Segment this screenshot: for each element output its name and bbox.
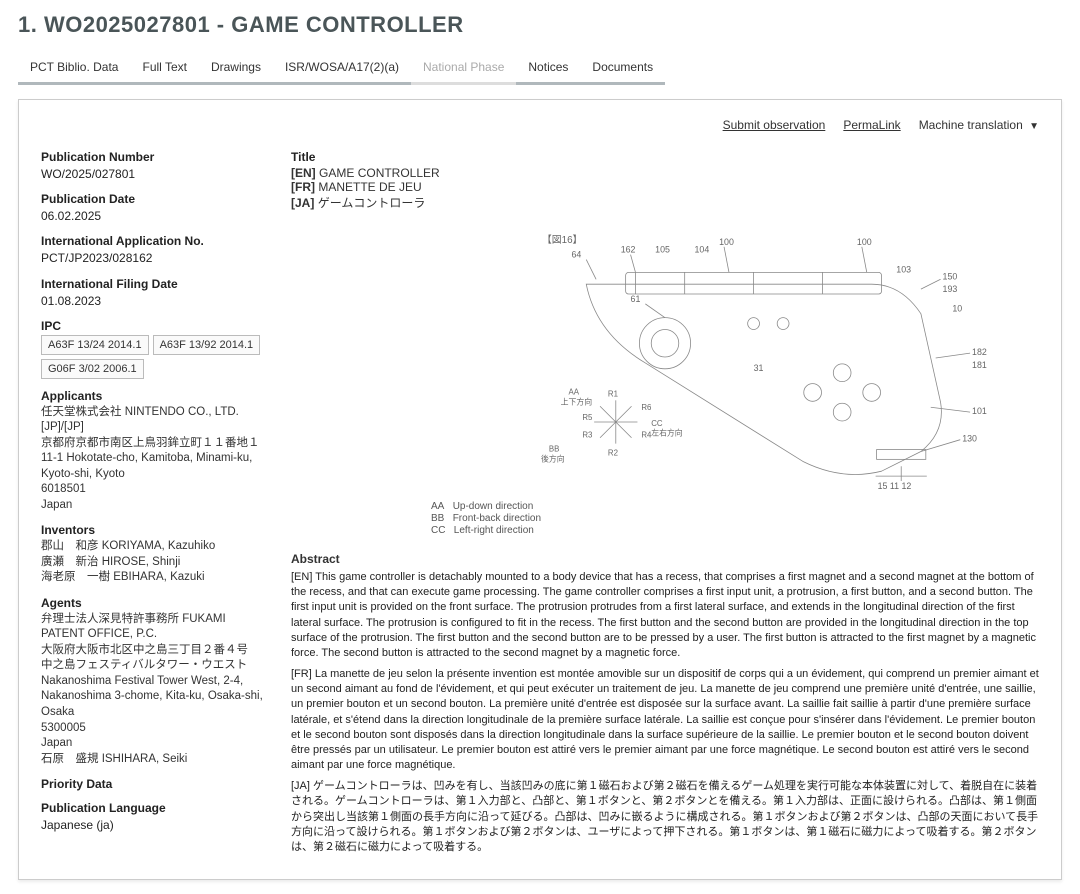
- agents-label: Agents: [41, 596, 267, 610]
- svg-text:182: 182: [972, 347, 987, 357]
- pub-no-value: WO/2025/027801: [41, 166, 267, 182]
- publang-value: Japanese (ja): [41, 817, 267, 833]
- fig-label: 【図16】: [542, 234, 582, 246]
- svg-text:15 11 12: 15 11 12: [878, 481, 912, 491]
- chevron-down-icon: ▼: [1029, 121, 1039, 132]
- applicants-value: 任天堂株式会社 NINTENDO CO., LTD. [JP]/[JP]京都府京…: [41, 405, 267, 514]
- ipc-tag[interactable]: A63F 13/92 2014.1: [153, 335, 261, 355]
- svg-text:105: 105: [655, 245, 670, 255]
- abstract-fr: [FR] La manette de jeu selon la présente…: [291, 667, 1039, 773]
- tab-notices[interactable]: Notices: [516, 52, 580, 85]
- tab-national-phase: National Phase: [411, 52, 516, 85]
- abstract-en: [EN] This game controller is detachably …: [291, 570, 1039, 661]
- title-label: Title: [291, 150, 1039, 164]
- svg-text:後方向: 後方向: [541, 453, 565, 463]
- svg-text:103: 103: [896, 264, 911, 274]
- page-header: 1. WO2025027801 - GAME CONTROLLER: [0, 0, 1080, 46]
- submit-observation-link[interactable]: Submit observation: [723, 118, 826, 132]
- svg-text:100: 100: [857, 237, 872, 247]
- ipc-tag[interactable]: A63F 13/24 2014.1: [41, 335, 149, 355]
- appl-no-label: International Application No.: [41, 234, 267, 248]
- tab-documents[interactable]: Documents: [580, 52, 665, 85]
- svg-text:R6: R6: [641, 403, 652, 412]
- inventors-value: 郡山 和彦 KORIYAMA, Kazuhiko廣瀬 新治 HIROSE, Sh…: [41, 539, 267, 586]
- permalink-link[interactable]: PermaLink: [843, 118, 900, 132]
- svg-text:100: 100: [719, 237, 734, 247]
- svg-text:R2: R2: [608, 448, 618, 457]
- svg-text:10: 10: [952, 304, 962, 314]
- svg-text:左右方向: 左右方向: [651, 428, 683, 438]
- applicants-label: Applicants: [41, 389, 267, 403]
- svg-text:104: 104: [695, 245, 710, 255]
- ipc-tag[interactable]: G06F 3/02 2006.1: [41, 359, 144, 379]
- left-column: Publication Number WO/2025/027801 Public…: [41, 150, 267, 861]
- title-fr: [FR] MANETTE DE JEU: [291, 180, 1039, 194]
- abstract-ja: [JA] ゲームコントローラは、凹みを有し、当該凹みの底に第１磁石および第２磁石…: [291, 779, 1039, 855]
- abstract-label: Abstract: [291, 552, 1039, 566]
- ipc-tags: A63F 13/24 2014.1 A63F 13/92 2014.1 G06F…: [41, 335, 267, 379]
- ipc-label: IPC: [41, 319, 267, 333]
- svg-text:61: 61: [631, 294, 641, 304]
- topbar: Submit observation PermaLink Machine tra…: [41, 118, 1039, 132]
- svg-text:BB: BB: [549, 445, 559, 454]
- appl-no-value: PCT/JP2023/028162: [41, 250, 267, 266]
- tab-drawings[interactable]: Drawings: [199, 52, 273, 85]
- content-card: Submit observation PermaLink Machine tra…: [18, 99, 1062, 880]
- page-title: 1. WO2025027801 - GAME CONTROLLER: [18, 12, 1062, 38]
- svg-text:101: 101: [972, 406, 987, 416]
- machine-translation-dropdown[interactable]: Machine translation ▼: [919, 118, 1039, 132]
- svg-text:AA: AA: [569, 387, 580, 396]
- svg-text:R5: R5: [582, 413, 593, 422]
- svg-text:上下方向: 上下方向: [561, 396, 593, 406]
- tab-bar: PCT Biblio. Data Full Text Drawings ISR/…: [0, 52, 1080, 85]
- svg-text:R1: R1: [608, 389, 618, 398]
- agents-value: 弁理士法人深見特許事務所 FUKAMI PATENT OFFICE, P.C.大…: [41, 612, 267, 767]
- filing-date-label: International Filing Date: [41, 277, 267, 291]
- title-ja: [JA] ゲームコントローラ: [291, 194, 1039, 211]
- right-column: Title [EN] GAME CONTROLLER [FR] MANETTE …: [291, 150, 1039, 861]
- svg-text:CC: CC: [651, 419, 663, 428]
- machine-translation-label: Machine translation: [919, 118, 1023, 132]
- publang-label: Publication Language: [41, 801, 267, 815]
- title-en: [EN] GAME CONTROLLER: [291, 166, 1039, 180]
- svg-text:193: 193: [943, 284, 958, 294]
- priority-label: Priority Data: [41, 777, 267, 791]
- filing-date-value: 01.08.2023: [41, 293, 267, 309]
- tab-biblio[interactable]: PCT Biblio. Data: [18, 52, 130, 85]
- pub-no-label: Publication Number: [41, 150, 267, 164]
- svg-text:162: 162: [621, 245, 636, 255]
- pub-date-value: 06.02.2025: [41, 208, 267, 224]
- svg-text:150: 150: [943, 271, 958, 281]
- tab-isr[interactable]: ISR/WOSA/A17(2)(a): [273, 52, 411, 85]
- svg-text:64: 64: [572, 250, 582, 260]
- drawing-legend: AA Up-down direction BB Front-back direc…: [431, 501, 1039, 536]
- svg-text:130: 130: [962, 434, 977, 444]
- patent-drawing: 【図16】: [291, 223, 1039, 493]
- svg-text:31: 31: [754, 363, 764, 373]
- svg-text:181: 181: [972, 360, 987, 370]
- inventors-label: Inventors: [41, 523, 267, 537]
- pub-date-label: Publication Date: [41, 192, 267, 206]
- svg-text:R3: R3: [582, 431, 593, 440]
- tab-fulltext[interactable]: Full Text: [130, 52, 198, 85]
